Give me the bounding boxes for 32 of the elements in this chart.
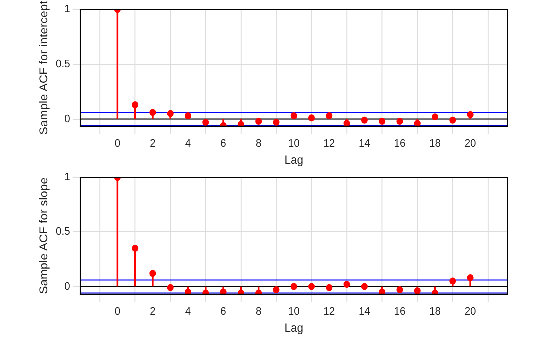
x-tick-label: 6 — [220, 138, 226, 150]
x-tick-label: 4 — [185, 138, 192, 150]
x-tick-label: 18 — [430, 138, 442, 150]
x-tick-label: 0 — [114, 306, 121, 318]
x-tick-label: 2 — [150, 138, 156, 150]
x-tick-label: 16 — [394, 306, 406, 318]
x-tick-label: 20 — [464, 306, 476, 318]
y-tick-label: 1 — [64, 3, 70, 16]
x-axis-title: Lag — [284, 322, 304, 336]
x-tick-label: 10 — [288, 306, 300, 318]
y-tick-label: 0 — [64, 280, 70, 293]
x-tick-label: 16 — [394, 138, 406, 150]
y-axis-title: Sample ACF for slope — [38, 178, 51, 294]
x-tick-label: 0 — [114, 138, 121, 150]
x-tick-label: 8 — [256, 138, 262, 150]
x-tick-label: 6 — [220, 306, 226, 318]
x-axis-title: Lag — [284, 154, 304, 168]
x-tick-label: 8 — [256, 306, 262, 318]
x-tick-label: 18 — [430, 306, 442, 318]
y-tick-label: 0.5 — [56, 226, 70, 238]
x-tick-label: 14 — [358, 138, 370, 150]
x-tick-label: 14 — [358, 306, 370, 318]
x-tick-label: 10 — [288, 138, 300, 150]
y-tick-label: 1 — [64, 171, 70, 184]
y-tick-label: 0.5 — [56, 58, 70, 71]
x-tick-label: 2 — [150, 306, 156, 318]
x-tick-label: 12 — [324, 138, 336, 150]
x-tick-label: 20 — [464, 138, 476, 150]
x-tick-label: 4 — [185, 306, 192, 318]
y-axis-title: Sample ACF for intercept — [38, 0, 51, 135]
y-tick-label: 0 — [64, 113, 70, 126]
x-tick-label: 12 — [324, 306, 336, 318]
